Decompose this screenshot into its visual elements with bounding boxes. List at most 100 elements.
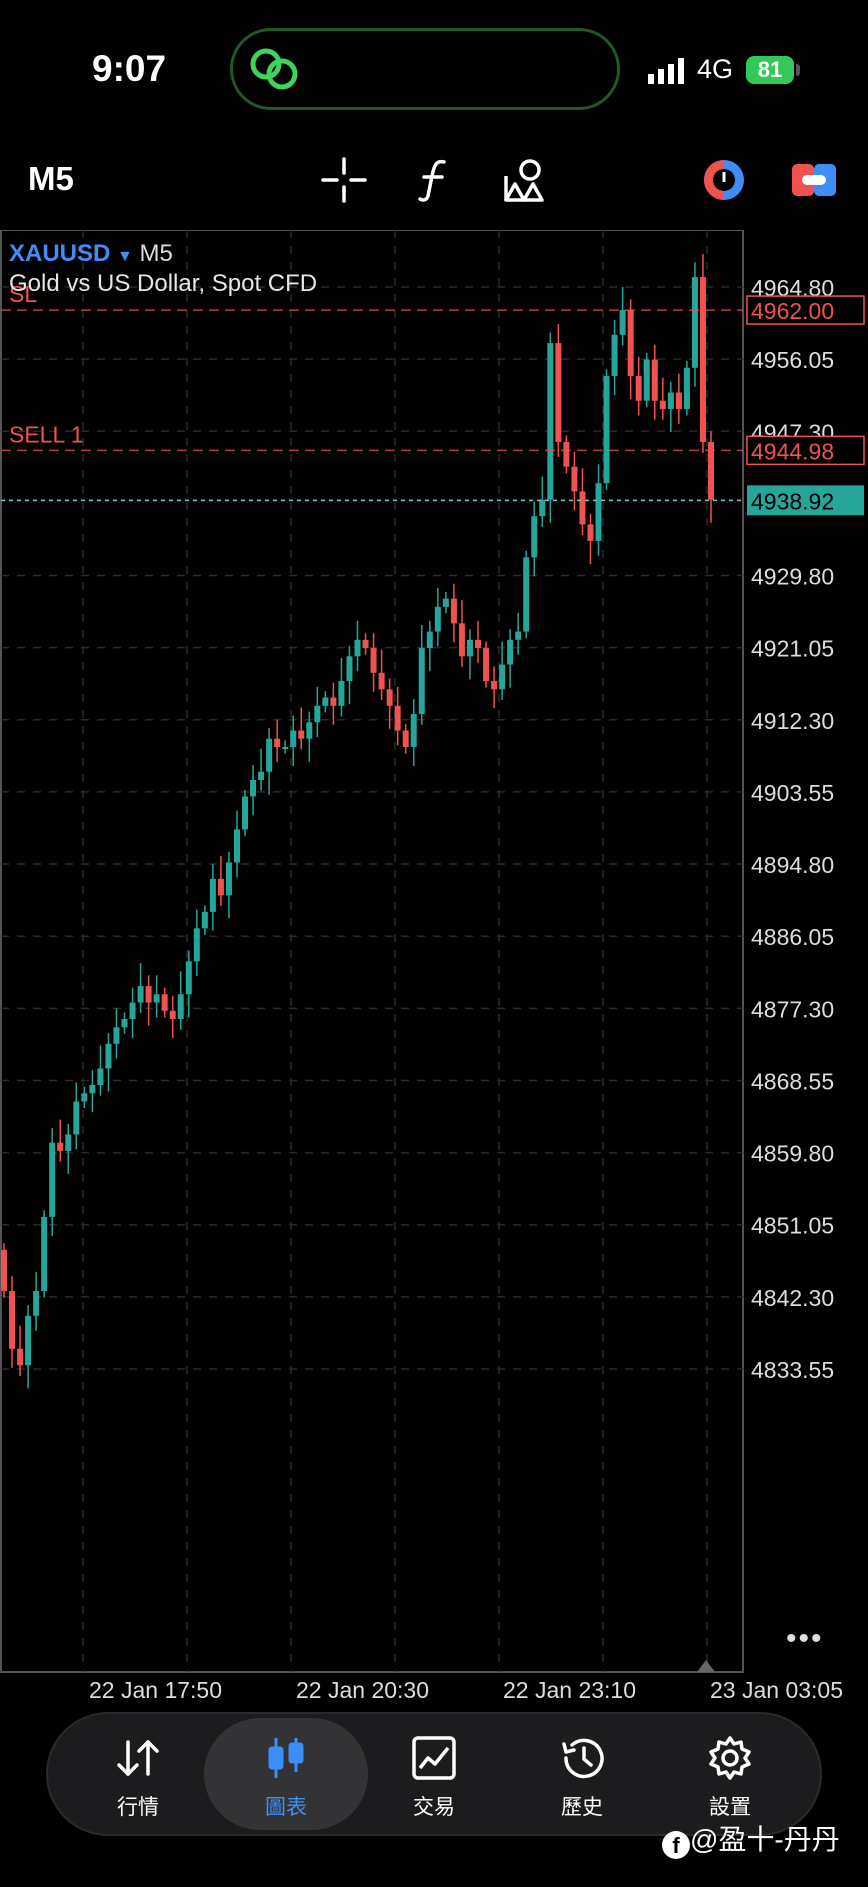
candle-body: [97, 1068, 104, 1085]
settings-icon: [709, 1736, 751, 1780]
y-tick-label: 4868.55: [751, 1068, 834, 1094]
candle-body: [81, 1093, 88, 1102]
candle-body: [691, 277, 698, 368]
candle-body: [410, 714, 417, 747]
chevron-down-icon: ▼: [117, 248, 133, 265]
order-price-label: 4944.98: [751, 438, 834, 464]
chart-symbol-header[interactable]: XAUUSD ▼ M5: [9, 240, 173, 268]
symbol-name: XAUUSD: [9, 240, 111, 267]
candle-body: [563, 441, 570, 467]
candle-body: [466, 639, 473, 657]
current-price-label: 4938.92: [751, 488, 834, 514]
candle-body: [169, 1010, 176, 1020]
nav-item-quotes[interactable]: 行情: [78, 1736, 198, 1821]
y-tick-label: 4842.30: [751, 1285, 834, 1311]
candle-body: [153, 994, 160, 1003]
candle-body: [354, 639, 361, 657]
x-tick-label: 23 Jan 03:05: [710, 1677, 843, 1703]
candle-body: [314, 705, 321, 723]
candle-body: [708, 441, 714, 500]
candle-body: [370, 648, 377, 673]
y-tick-label: 4851.05: [751, 1213, 834, 1239]
nav-label: 設置: [709, 1796, 751, 1819]
candle-body: [209, 878, 216, 912]
candle-body: [587, 524, 594, 541]
candle-body: [635, 376, 642, 401]
symbol-timeframe: M5: [139, 240, 173, 267]
candle-body: [699, 277, 706, 442]
y-tick-label: 4859.80: [751, 1141, 834, 1167]
candle-body: [475, 639, 482, 649]
link-app-icon: [250, 48, 298, 90]
candle-body: [515, 631, 522, 640]
order-line-label: SELL 1: [9, 421, 84, 447]
candle-body: [266, 738, 273, 772]
nav-item-history[interactable]: 歷史: [522, 1736, 642, 1821]
y-tick-label: 4921.05: [751, 636, 834, 662]
candle-body: [193, 928, 200, 962]
candle-body: [306, 722, 313, 739]
candle-body: [33, 1291, 40, 1316]
candle-body: [555, 343, 562, 442]
candle-body: [346, 656, 353, 682]
candle-body: [1, 1249, 7, 1292]
candle-body: [483, 648, 490, 682]
candle-body: [282, 746, 289, 749]
status-time: 9:07: [92, 48, 167, 89]
y-tick-label: 4903.55: [751, 780, 834, 806]
candle-body: [9, 1291, 16, 1349]
candle-body: [595, 483, 602, 541]
order-price-box: [746, 435, 865, 466]
candle-body: [394, 705, 401, 731]
candle-body: [274, 738, 281, 747]
nav-item-settings[interactable]: 設置: [670, 1736, 790, 1821]
candle-body: [491, 681, 498, 690]
nav-label: 歷史: [561, 1796, 603, 1819]
battery-level: 81: [746, 56, 794, 84]
nav-item-chart[interactable]: 圖表: [226, 1736, 346, 1821]
candle-body: [217, 878, 224, 896]
candle-body: [137, 986, 144, 1003]
candle-body: [571, 466, 578, 492]
candle-body: [73, 1101, 80, 1135]
timeframe-button[interactable]: M5: [28, 160, 74, 197]
candle-body: [338, 681, 345, 706]
indicators-icon[interactable]: [410, 156, 458, 204]
objects-icon[interactable]: [500, 156, 548, 204]
candle-body: [298, 730, 305, 739]
plot-frame: [0, 230, 744, 1673]
candle-body: [57, 1142, 64, 1151]
candle-body: [683, 367, 690, 410]
candle-body: [531, 516, 538, 558]
y-tick-label: 4894.80: [751, 852, 834, 878]
nav-label: 圖表: [265, 1796, 307, 1819]
candle-body: [627, 310, 634, 377]
candle-body: [242, 796, 249, 830]
nav-item-trade[interactable]: 交易: [374, 1736, 494, 1821]
order-price-label: 4962.00: [751, 298, 834, 324]
candle-body: [675, 392, 682, 410]
price-chart[interactable]: 4964.804956.054947.304929.804921.054912.…: [0, 230, 868, 1710]
network-type: 4G: [697, 54, 734, 84]
order-line-label: SL: [9, 281, 37, 307]
candle-body: [651, 359, 658, 401]
chart-icon: [268, 1738, 304, 1778]
symbol-description: Gold vs US Dollar, Spot CFD: [9, 270, 318, 297]
candle-body: [362, 639, 369, 649]
y-tick-label: 4912.30: [751, 708, 834, 734]
one-click-trading-icon[interactable]: [700, 156, 748, 204]
battery-tip: [796, 64, 800, 76]
candle-body: [442, 598, 449, 607]
trade-panel-icon[interactable]: [790, 156, 838, 204]
crosshair-icon[interactable]: [320, 156, 368, 204]
candle-body: [330, 697, 337, 706]
x-tick-label: 22 Jan 20:30: [296, 1677, 429, 1703]
candle-body: [426, 631, 433, 649]
x-tick-label: 22 Jan 23:10: [503, 1677, 636, 1703]
history-icon: [562, 1738, 604, 1779]
y-tick-label: 4833.55: [751, 1357, 834, 1383]
candle-body: [129, 1002, 136, 1020]
watermark-text: @盈十-丹丹: [690, 1824, 840, 1855]
more-icon[interactable]: •••: [786, 1622, 824, 1655]
candle-body: [177, 994, 184, 1020]
